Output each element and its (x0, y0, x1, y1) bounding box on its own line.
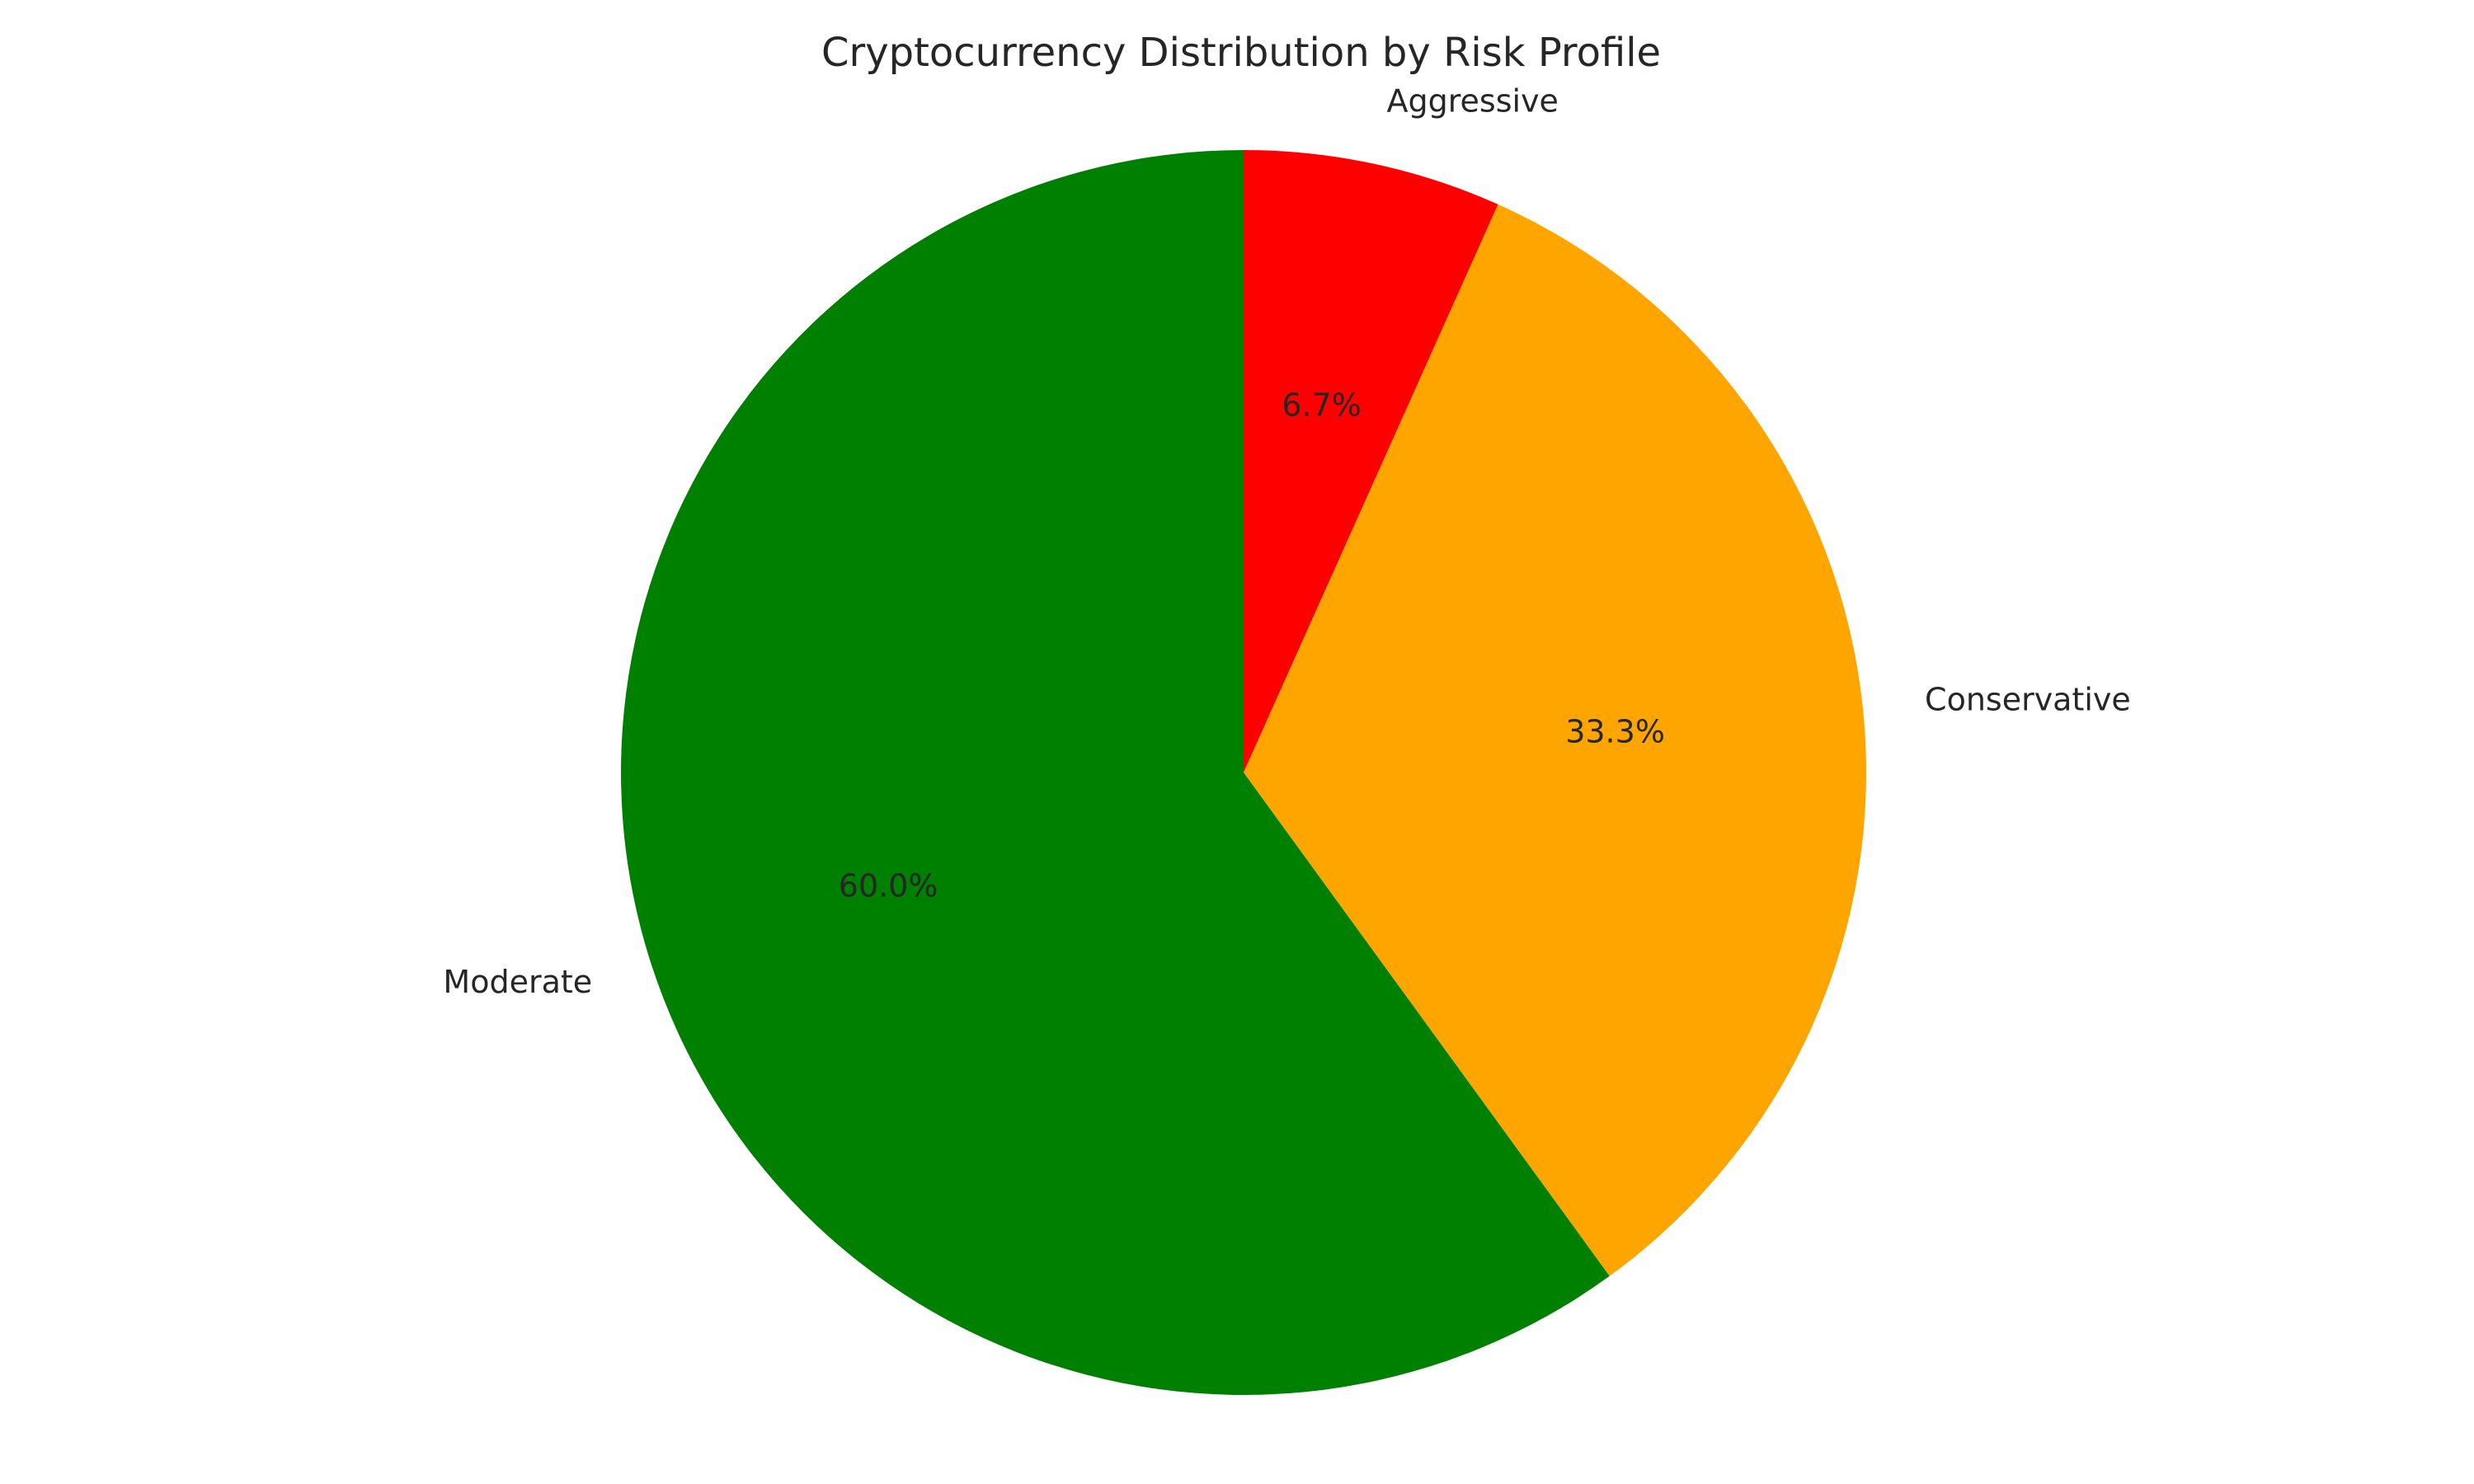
slice-label-conservative: Conservative (1925, 682, 2131, 718)
pie-slices (621, 150, 1867, 1395)
slice-percent-conservative: 33.3% (1565, 714, 1665, 750)
pie-slice-moderate (621, 150, 1610, 1395)
slice-percent-moderate: 60.0% (839, 867, 938, 904)
pie-slice-conservative (1244, 204, 1867, 1276)
pie-labels: Aggressive 6.7% Conservative 33.3% Moderate 6… (443, 82, 2130, 1000)
slice-percent-aggressive: 6.7% (1282, 387, 1362, 423)
slice-label-moderate: Moderate (443, 964, 592, 1000)
chart-title: Cryptocurrency Distribution by Risk Prof… (821, 30, 1661, 76)
pie-slice-aggressive (1244, 150, 1498, 773)
slice-label-aggressive: Aggressive (1387, 82, 1559, 119)
